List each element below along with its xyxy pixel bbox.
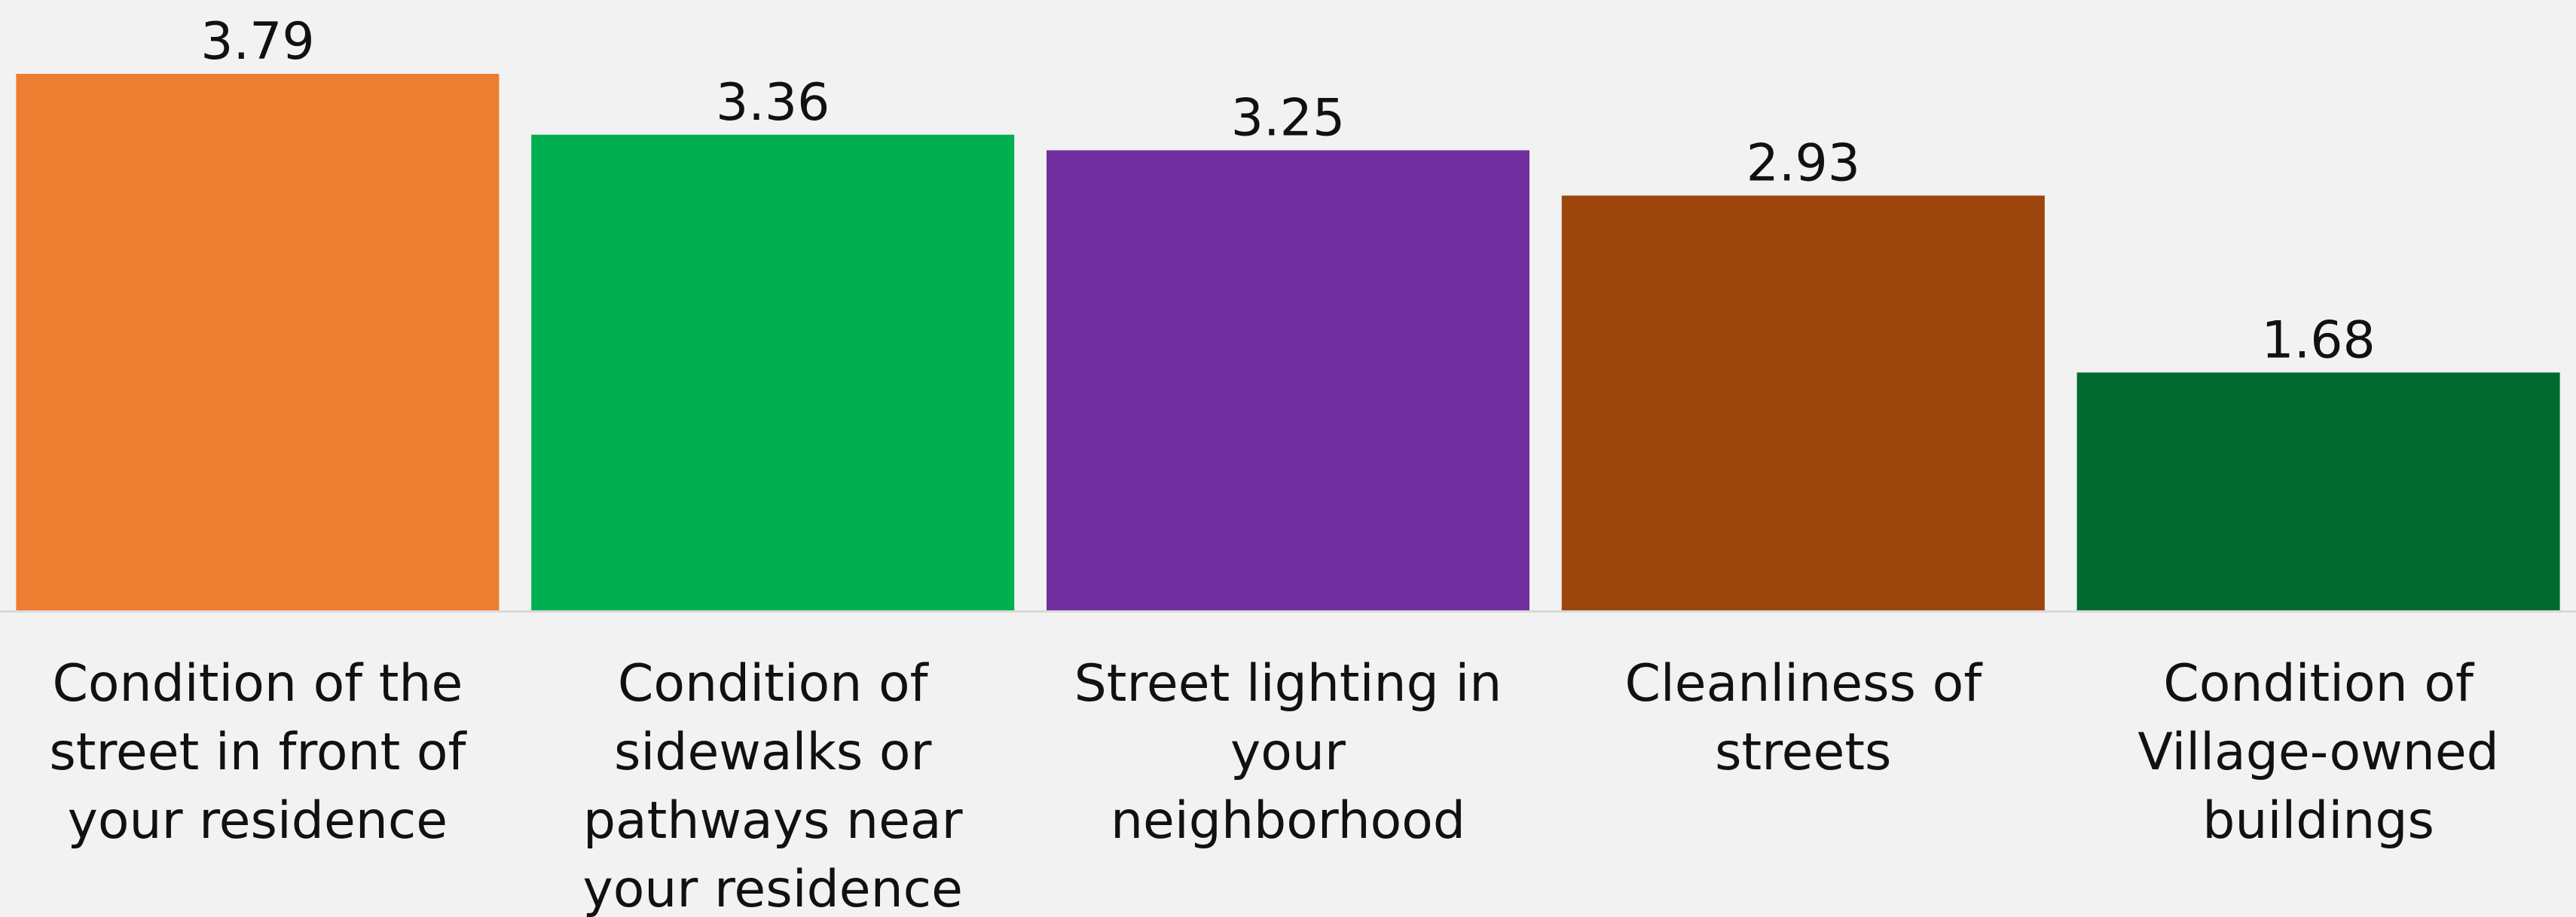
data-label-2: 3.36 <box>716 73 830 133</box>
category-label-5-line-2: Village-owned <box>2137 723 2499 782</box>
data-label-4: 2.93 <box>1746 134 1860 194</box>
data-label-1: 3.79 <box>200 12 314 72</box>
data-label-3: 3.25 <box>1231 88 1345 148</box>
bars-group <box>16 74 2560 610</box>
bar-2 <box>531 134 1015 610</box>
category-label-2-line-1: Condition of <box>618 654 930 714</box>
category-label-3-line-1: Street lighting in <box>1074 654 1502 714</box>
category-label-2-line-4: your residence <box>582 860 962 917</box>
data-label-5: 1.68 <box>2261 310 2375 370</box>
category-label-1-line-1: Condition of the <box>52 654 463 714</box>
bar-3 <box>1047 150 1529 610</box>
category-label-3-line-2: your <box>1230 723 1346 782</box>
bar-5 <box>2076 372 2560 610</box>
category-label-1-line-3: your residence <box>68 791 448 851</box>
category-label-1-line-2: street in front of <box>49 723 467 782</box>
category-label-4-line-1: Cleanliness of <box>1624 654 1983 714</box>
category-label-3-line-3: neighborhood <box>1111 791 1465 851</box>
bar-4 <box>1561 195 2045 610</box>
bar-1 <box>16 74 500 610</box>
category-label-5-line-3: buildings <box>2202 791 2434 851</box>
category-label-4-line-2: streets <box>1715 723 1891 782</box>
category-label-2-line-2: sidewalks or <box>614 723 932 782</box>
category-label-2-line-3: pathways near <box>583 791 963 851</box>
category-label-5-line-1: Condition of <box>2163 654 2475 714</box>
category-labels-group: Condition of the street in front of your r… <box>49 654 2498 917</box>
value-labels-group: 3.79 3.36 3.25 2.93 1.68 <box>200 12 2376 370</box>
